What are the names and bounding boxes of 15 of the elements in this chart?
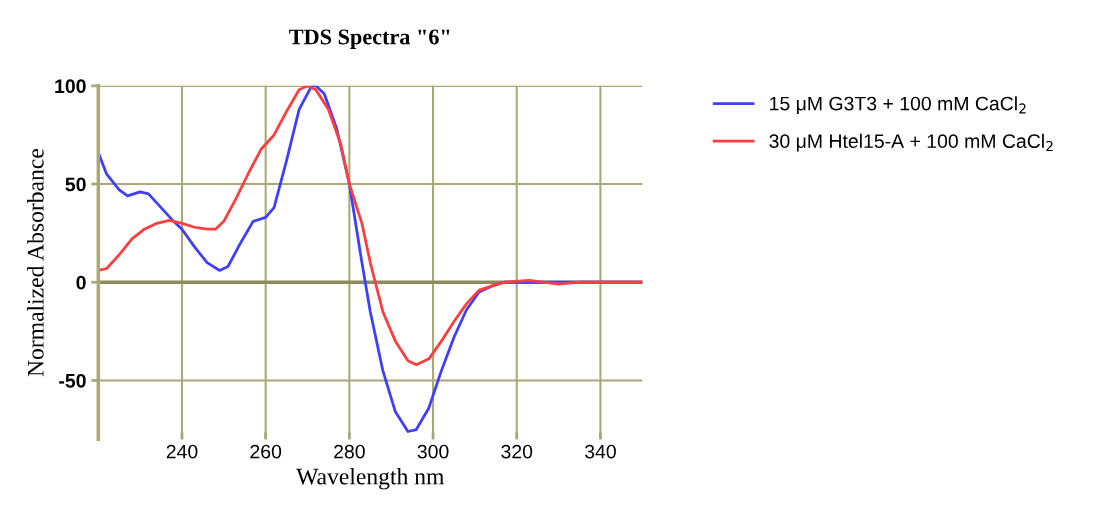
y-tick-label: 100 [55,79,86,94]
legend-label: 30 μM Htel15-A + 100 mM CaCl$_{2}$ [769,133,1053,152]
y-tick-label: 0 [76,275,86,290]
chart-title: TDS Spectra "6" [289,29,450,49]
y-tick-label: -50 [59,373,86,388]
legend-label: 15 μM G3T3 + 100 mM CaCl$_{2}$ [770,96,1026,114]
x-tick-label: 280 [334,444,365,459]
x-tick-label: 260 [250,444,282,459]
y-tick-label: 50 [65,177,86,192]
x-axis-title: Wavelength nm [296,467,445,490]
x-tick-label: 300 [417,444,449,459]
x-tick-label: 340 [584,444,616,459]
x-tick-label: 240 [166,444,198,459]
x-tick-label: 320 [501,444,533,459]
y-axis-title: Normalized Absorbance [27,149,44,377]
